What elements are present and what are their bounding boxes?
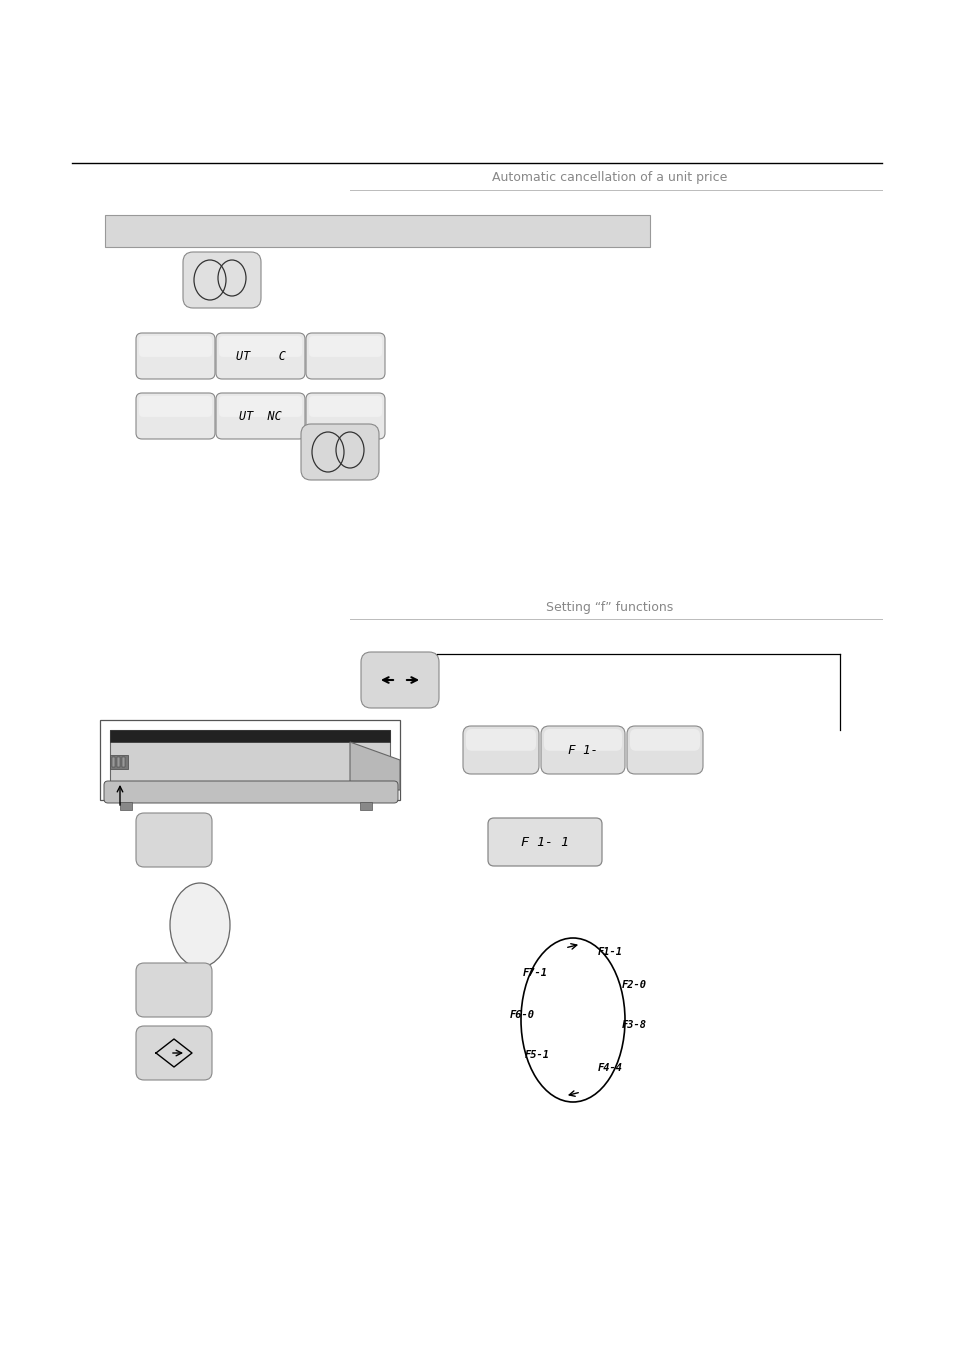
FancyBboxPatch shape — [301, 424, 378, 480]
FancyBboxPatch shape — [104, 781, 397, 802]
FancyBboxPatch shape — [136, 332, 214, 380]
FancyBboxPatch shape — [626, 725, 702, 774]
Text: Automatic cancellation of a unit price: Automatic cancellation of a unit price — [492, 172, 727, 185]
FancyBboxPatch shape — [215, 393, 305, 439]
FancyBboxPatch shape — [540, 725, 624, 774]
Text: UT  NC: UT NC — [239, 409, 281, 423]
FancyBboxPatch shape — [629, 730, 700, 751]
FancyBboxPatch shape — [309, 396, 381, 417]
Text: F 1-: F 1- — [567, 743, 598, 757]
FancyBboxPatch shape — [219, 396, 302, 417]
FancyBboxPatch shape — [309, 336, 381, 357]
FancyBboxPatch shape — [543, 730, 621, 751]
Bar — [110, 730, 390, 742]
Bar — [100, 720, 399, 800]
Text: F4-4: F4-4 — [598, 1063, 622, 1073]
Bar — [122, 757, 125, 767]
Bar — [112, 757, 115, 767]
Bar — [359, 802, 372, 811]
Polygon shape — [110, 730, 390, 790]
Bar — [117, 757, 120, 767]
FancyBboxPatch shape — [462, 725, 538, 774]
Polygon shape — [350, 742, 399, 790]
FancyBboxPatch shape — [360, 653, 438, 708]
FancyBboxPatch shape — [219, 336, 302, 357]
FancyBboxPatch shape — [139, 336, 212, 357]
Ellipse shape — [170, 884, 230, 967]
FancyBboxPatch shape — [136, 963, 212, 1017]
Text: F3-8: F3-8 — [621, 1020, 646, 1029]
Text: F6-0: F6-0 — [510, 1011, 535, 1020]
FancyBboxPatch shape — [136, 813, 212, 867]
FancyBboxPatch shape — [465, 730, 536, 751]
FancyBboxPatch shape — [183, 253, 261, 308]
FancyBboxPatch shape — [139, 396, 212, 417]
FancyBboxPatch shape — [136, 393, 214, 439]
Text: F5-1: F5-1 — [524, 1050, 550, 1061]
FancyBboxPatch shape — [306, 393, 385, 439]
Text: F7-1: F7-1 — [522, 969, 547, 978]
Text: F 1- 1: F 1- 1 — [520, 835, 568, 848]
FancyBboxPatch shape — [215, 332, 305, 380]
Text: Setting “f” functions: Setting “f” functions — [546, 600, 673, 613]
Text: F2-0: F2-0 — [621, 979, 646, 990]
Bar — [110, 755, 128, 769]
Text: UT    C: UT C — [235, 350, 285, 362]
Text: F1-1: F1-1 — [598, 947, 622, 957]
FancyBboxPatch shape — [488, 817, 601, 866]
FancyBboxPatch shape — [306, 332, 385, 380]
Bar — [105, 215, 649, 247]
FancyBboxPatch shape — [136, 1025, 212, 1079]
Bar — [120, 802, 132, 811]
